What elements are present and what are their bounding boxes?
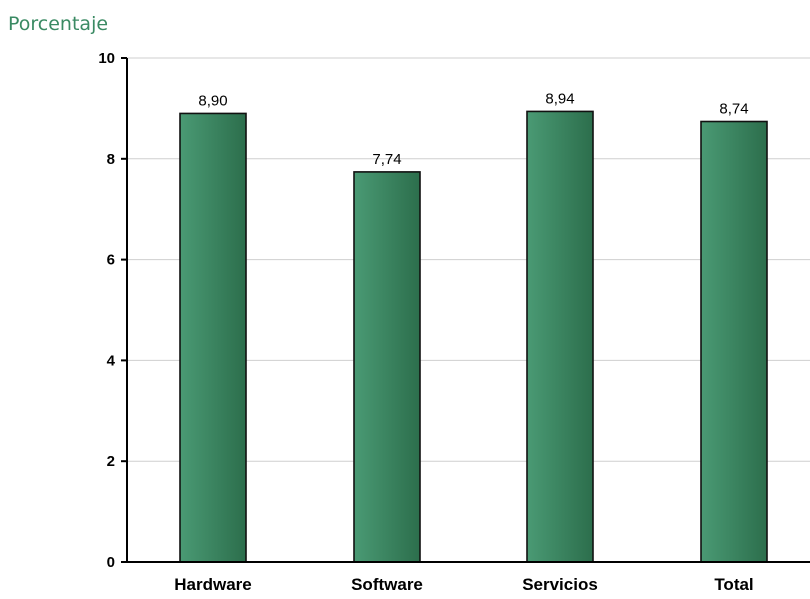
y-axis-title: Porcentaje — [8, 13, 108, 35]
y-tick-label: 4 — [107, 352, 116, 369]
y-tick-label: 6 — [107, 252, 115, 269]
y-tick-label: 0 — [107, 554, 115, 571]
x-tick-label: Hardware — [174, 575, 251, 594]
y-tick-label: 10 — [98, 50, 115, 67]
bar-software — [353, 171, 421, 563]
bar-total — [700, 120, 768, 563]
x-tick-label: Servicios — [522, 575, 598, 594]
bar-servicios — [526, 110, 594, 563]
value-label: 8,94 — [545, 90, 574, 107]
y-tick-label: 2 — [107, 453, 115, 470]
axes — [126, 58, 810, 563]
x-tick-label: Software — [351, 575, 423, 594]
bars — [179, 110, 768, 563]
y-ticks: 0 2 4 6 8 10 — [98, 50, 127, 571]
bar-hardware — [179, 112, 247, 563]
x-tick-label: Total — [714, 575, 753, 594]
value-label: 8,74 — [719, 101, 748, 118]
value-label: 8,90 — [198, 92, 227, 109]
y-tick-label: 8 — [107, 151, 115, 168]
value-labels: 8,90 7,74 8,94 8,74 — [198, 90, 748, 167]
x-tick-labels: Hardware Software Servicios Total — [174, 575, 753, 594]
value-label: 7,74 — [372, 151, 401, 168]
